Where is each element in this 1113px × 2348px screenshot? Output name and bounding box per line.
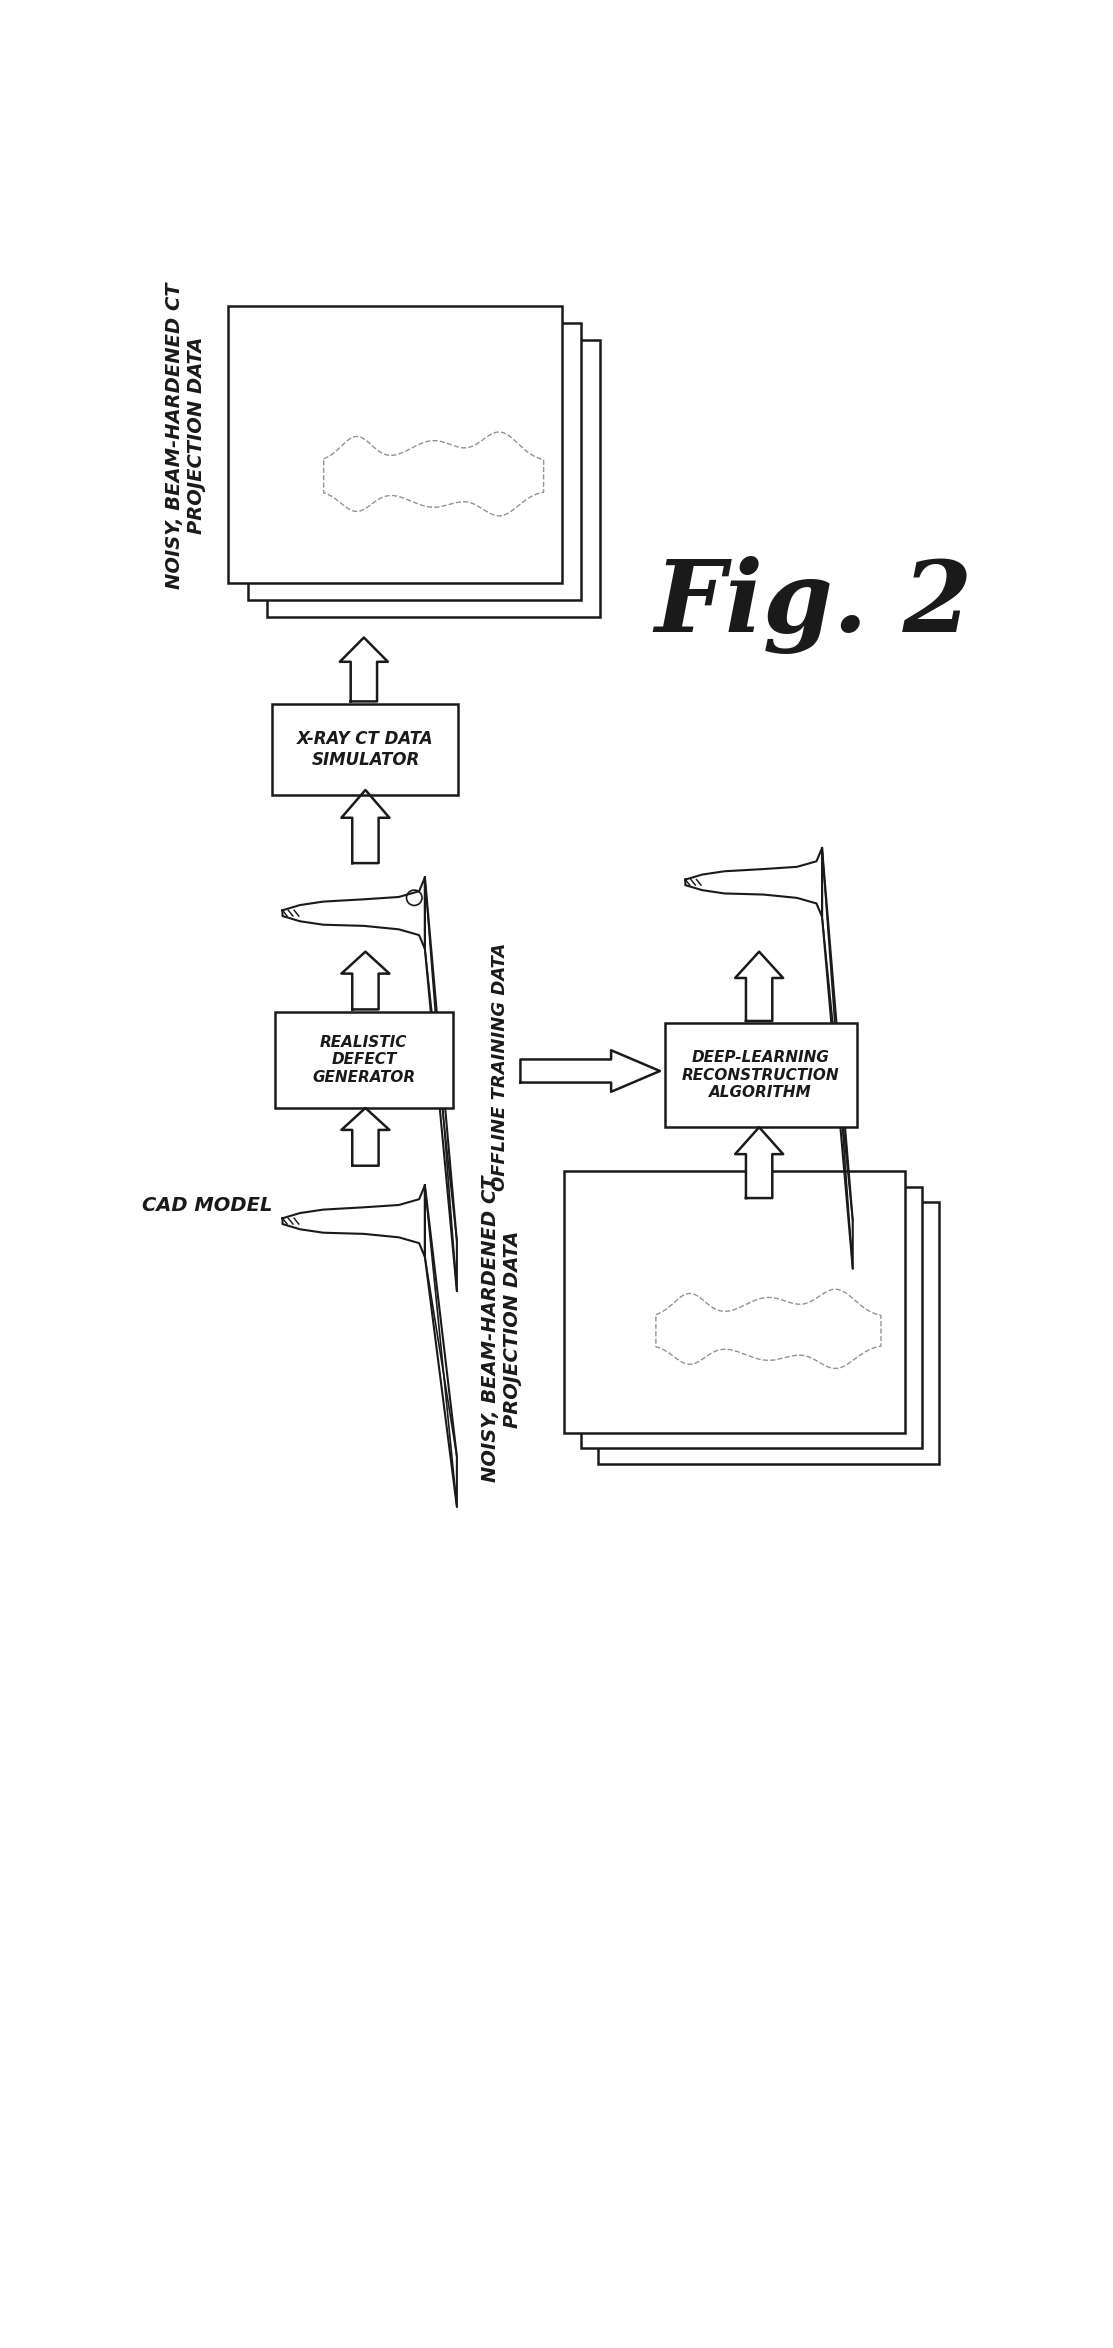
Bar [273,704,459,794]
Bar [564,1172,905,1432]
Text: OFFLINE TRAINING DATA: OFFLINE TRAINING DATA [491,944,509,1190]
Text: NOISY, BEAM-HARDENED CT
PROJECTION DATA: NOISY, BEAM-HARDENED CT PROJECTION DATA [481,1176,522,1482]
Text: Fig. 2: Fig. 2 [654,556,973,655]
Bar [247,322,581,599]
Polygon shape [521,1050,660,1092]
Bar [228,305,561,582]
Bar [598,1202,939,1463]
Polygon shape [339,639,388,702]
Polygon shape [342,951,390,1010]
Text: CAD MODEL: CAD MODEL [142,1195,273,1216]
Bar [275,1012,453,1108]
Polygon shape [342,789,390,864]
Polygon shape [686,848,823,916]
Polygon shape [735,1127,784,1197]
Bar [664,1024,857,1127]
Text: REALISTIC
DEFECT
GENERATOR: REALISTIC DEFECT GENERATOR [313,1035,415,1085]
Bar [581,1186,922,1449]
Polygon shape [283,1186,425,1256]
Bar [267,340,600,618]
Polygon shape [342,1108,390,1165]
Polygon shape [735,951,784,1021]
Polygon shape [283,878,425,949]
Text: DEEP-LEARNING
RECONSTRUCTION
ALGORITHM: DEEP-LEARNING RECONSTRUCTION ALGORITHM [682,1050,839,1101]
Text: X-RAY CT DATA
SIMULATOR: X-RAY CT DATA SIMULATOR [297,730,434,768]
Text: NOISY, BEAM-HARDENED CT
PROJECTION DATA: NOISY, BEAM-HARDENED CT PROJECTION DATA [165,282,206,589]
